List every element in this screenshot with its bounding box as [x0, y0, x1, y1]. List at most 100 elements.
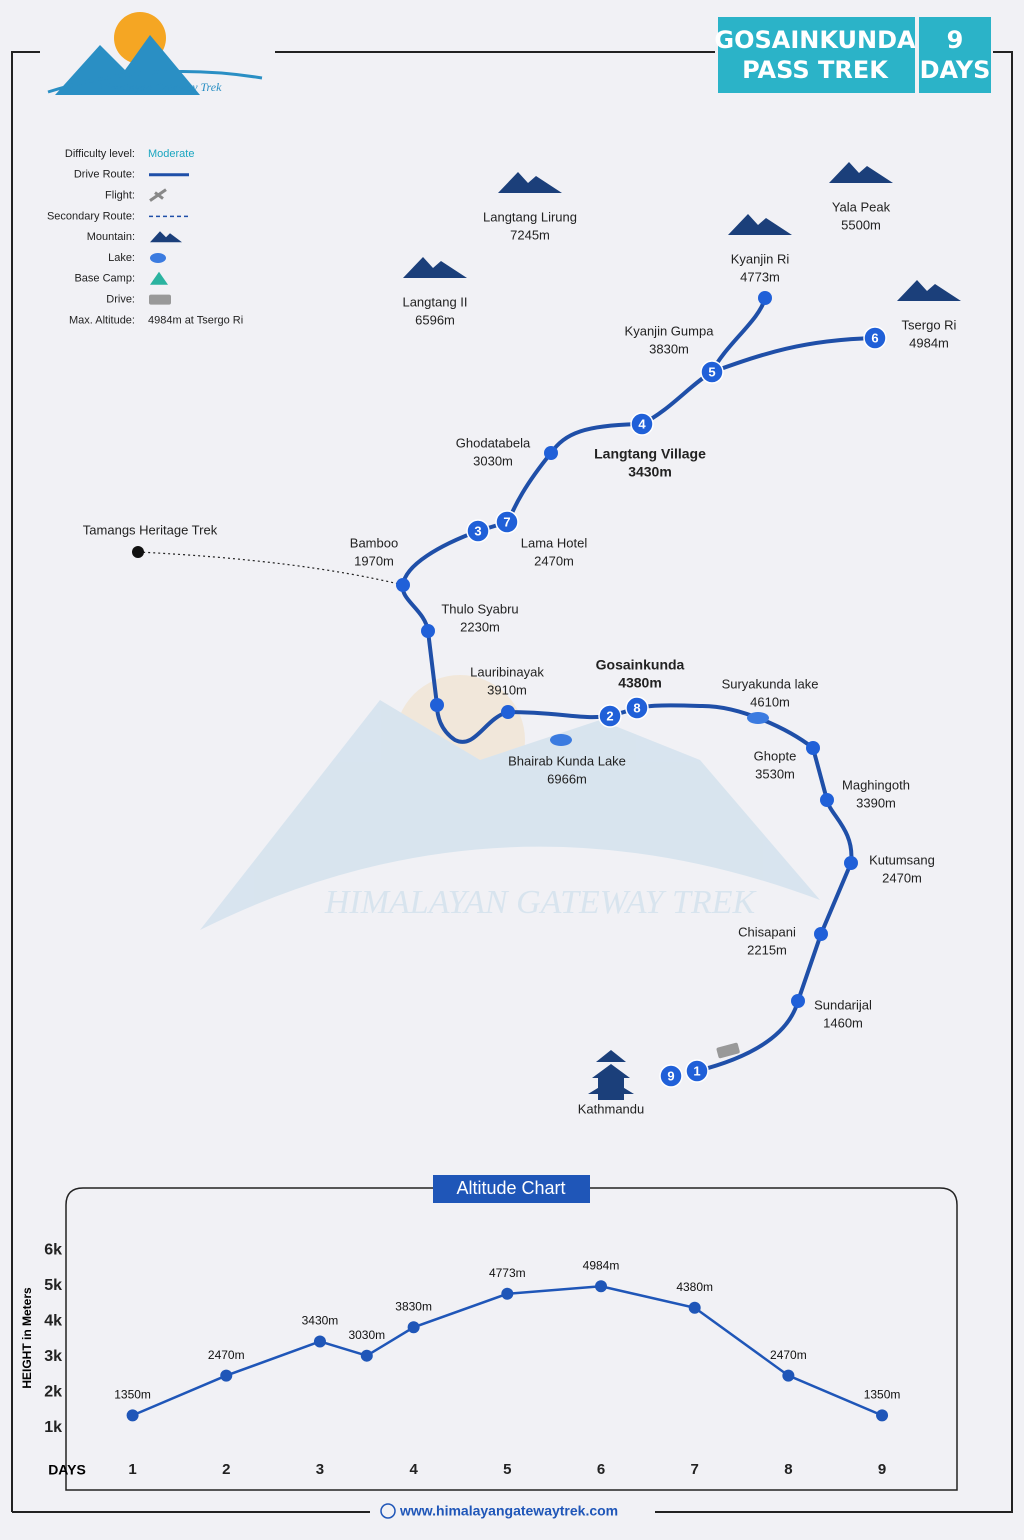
- route-stop: [758, 291, 772, 305]
- place-altitude: 4773m: [740, 269, 780, 284]
- value-label: 4984m: [583, 1258, 620, 1272]
- place-name: Maghingoth: [842, 777, 910, 792]
- lake-icon: [550, 734, 572, 746]
- x-tick-label: 8: [784, 1461, 792, 1478]
- x-tick-label: 3: [316, 1461, 324, 1478]
- y-tick-label: 6k: [44, 1241, 62, 1258]
- day-marker-label: 6: [871, 330, 878, 345]
- y-tick-label: 1k: [44, 1419, 62, 1436]
- altitude-point: [876, 1409, 889, 1422]
- place-name: Ghodatabela: [456, 435, 531, 450]
- day-marker-label: 5: [708, 364, 715, 379]
- altitude-point: [782, 1369, 795, 1382]
- day-marker: [700, 360, 724, 384]
- place-altitude: 3530m: [755, 766, 795, 781]
- day-marker: [495, 510, 519, 534]
- legend-label: Secondary Route:: [47, 210, 135, 222]
- value-label: 2470m: [770, 1348, 807, 1362]
- route-stop: [501, 705, 515, 719]
- logo: Himalayan Gateway Trek: [47, 12, 263, 95]
- place-altitude: 4984m: [909, 335, 949, 350]
- route-stop: [396, 578, 410, 592]
- chart-frame: [65, 1187, 958, 1491]
- day-marker-label: 8: [633, 700, 640, 715]
- place-name: Thulo Syabru: [441, 601, 518, 616]
- svg-text:HIMALAYAN GATEWAY TREK: HIMALAYAN GATEWAY TREK: [324, 884, 758, 921]
- day-marker-label: 9: [667, 1068, 674, 1083]
- footer-icon: [380, 1503, 396, 1519]
- x-tick-label: 6: [597, 1461, 605, 1478]
- kathmandu-temple: [588, 1050, 634, 1100]
- place-altitude: 3390m: [856, 795, 896, 810]
- day-marker-label: 3: [474, 523, 481, 538]
- place-altitude: 5500m: [841, 217, 881, 232]
- altitude-point: [126, 1409, 139, 1422]
- value-label: 3830m: [395, 1299, 432, 1313]
- place-altitude: 2470m: [534, 553, 574, 568]
- y-tick-label: 2k: [44, 1383, 62, 1400]
- altitude-line: [132, 1285, 883, 1417]
- place-altitude: 4380m: [618, 675, 662, 691]
- day-marker: [466, 519, 490, 543]
- lake-icon: [747, 712, 769, 724]
- value-label: 1350m: [114, 1388, 151, 1402]
- drive-icon: [716, 1042, 740, 1059]
- mountain-icon: [829, 162, 893, 183]
- y-tick-label: 5k: [44, 1277, 62, 1294]
- legend-label: Mountain:: [87, 231, 135, 243]
- route-stop: [844, 856, 858, 870]
- chart-title: Altitude Chart: [456, 1178, 565, 1198]
- route-stop: [820, 793, 834, 807]
- altitude-point: [407, 1321, 420, 1334]
- x-axis-label: DAYS: [48, 1462, 86, 1478]
- legend-mountain-icon: [150, 231, 182, 243]
- day-marker: [863, 326, 887, 350]
- frame: [11, 51, 1013, 1513]
- place-name: Chisapani: [738, 924, 796, 939]
- place-altitude: 4610m: [750, 694, 790, 709]
- value-label: 3030m: [348, 1328, 385, 1342]
- place-name: Ghopte: [754, 748, 797, 763]
- mountain-icon: [897, 280, 961, 301]
- altitude-point: [313, 1335, 326, 1348]
- logo-text: Himalayan Gateway Trek: [98, 80, 223, 94]
- place-name: Bamboo: [350, 535, 398, 550]
- place-altitude: 1970m: [354, 553, 394, 568]
- y-tick-label: 3k: [44, 1348, 62, 1365]
- place-name: Kutumsang: [869, 852, 935, 867]
- value-label: 3430m: [302, 1314, 339, 1328]
- day-marker: [630, 412, 654, 436]
- legend-label: Drive Route:: [74, 169, 135, 181]
- days: 9 DAYS: [920, 26, 991, 84]
- x-tick-label: 5: [503, 1461, 511, 1478]
- value-label: 1350m: [864, 1388, 901, 1402]
- route-stop: [430, 698, 444, 712]
- place-name: Kathmandu: [578, 1101, 645, 1116]
- place-altitude: 3830m: [649, 341, 689, 356]
- place-name: Tsergo Ri: [902, 317, 957, 332]
- day-marker: [598, 704, 622, 728]
- day-marker: [625, 696, 649, 720]
- secondary-route: [137, 551, 404, 586]
- place-altitude: 3030m: [473, 453, 513, 468]
- place-name: Bhairab Kunda Lake: [508, 753, 626, 768]
- value-label: 2470m: [208, 1348, 245, 1362]
- value-label: 4380m: [676, 1280, 713, 1294]
- legend-value: Moderate: [148, 148, 194, 160]
- legend-label: Flight:: [105, 190, 135, 202]
- x-tick-label: 4: [409, 1461, 418, 1478]
- mountain-icon: [403, 257, 467, 278]
- day-marker-label: 2: [606, 708, 613, 723]
- trek-title: GOSAINKUNDA PASS TREK: [714, 26, 916, 84]
- route-stop: [544, 446, 558, 460]
- altitude-point: [360, 1349, 373, 1362]
- value-label: 4773m: [489, 1266, 526, 1280]
- day-marker-label: 7: [503, 514, 510, 529]
- place-altitude: 2230m: [460, 619, 500, 634]
- place-altitude: 7245m: [510, 227, 550, 242]
- legend-camp-icon: [150, 271, 168, 285]
- place-name: Lauribinayak: [470, 664, 544, 679]
- place-altitude: 3430m: [628, 464, 672, 480]
- title-box: [718, 17, 915, 93]
